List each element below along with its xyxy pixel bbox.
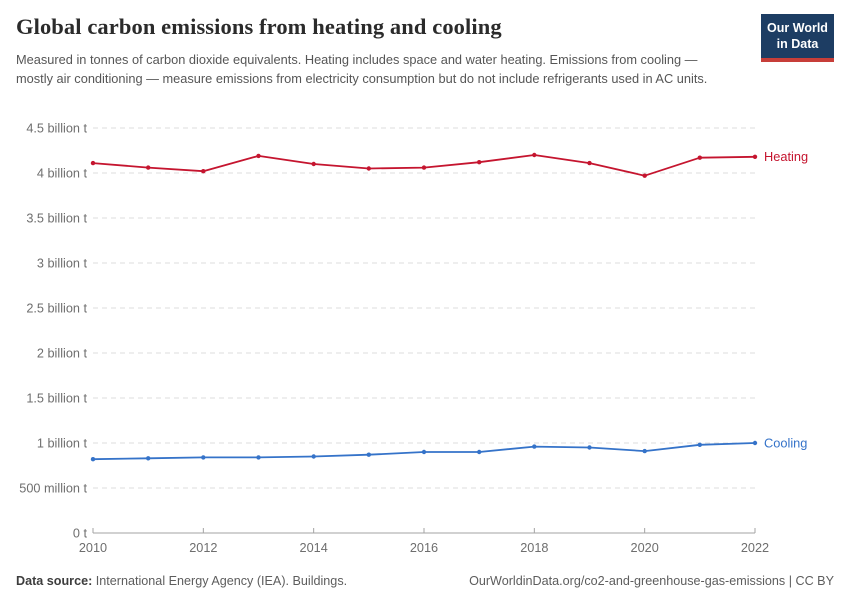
data-point-cooling[interactable] bbox=[752, 440, 758, 446]
y-axis-tick-label: 2.5 billion t bbox=[26, 301, 87, 315]
y-axis-tick-label: 1.5 billion t bbox=[26, 391, 87, 405]
page-title: Global carbon emissions from heating and… bbox=[16, 14, 502, 39]
y-axis-tick-label: 4.5 billion t bbox=[26, 121, 87, 135]
chart-header: Global carbon emissions from heating and… bbox=[16, 14, 834, 89]
data-point-heating[interactable] bbox=[90, 160, 96, 166]
data-point-heating[interactable] bbox=[146, 165, 151, 170]
data-point-cooling[interactable] bbox=[90, 457, 96, 462]
data-point-heating[interactable] bbox=[587, 160, 592, 166]
credit-link[interactable]: OurWorldinData.org/co2-and-greenhouse-ga… bbox=[469, 574, 834, 588]
data-point-heating[interactable] bbox=[366, 166, 371, 171]
data-point-cooling[interactable] bbox=[366, 452, 371, 457]
x-axis-tick-label: 2012 bbox=[189, 541, 217, 555]
data-point-cooling[interactable] bbox=[421, 449, 427, 455]
data-point-cooling[interactable] bbox=[256, 455, 261, 460]
data-point-cooling[interactable] bbox=[587, 445, 592, 450]
data-point-heating[interactable] bbox=[697, 155, 702, 160]
data-point-cooling[interactable] bbox=[311, 454, 316, 459]
data-point-heating[interactable] bbox=[421, 165, 427, 170]
x-axis-tick-label: 2016 bbox=[410, 541, 438, 555]
data-point-heating[interactable] bbox=[256, 153, 261, 159]
y-axis-tick-label: 4 billion t bbox=[37, 166, 88, 180]
data-point-heating[interactable] bbox=[477, 160, 482, 165]
y-axis-tick-label: 1 billion t bbox=[37, 436, 88, 450]
data-point-cooling[interactable] bbox=[146, 456, 151, 461]
data-point-cooling[interactable] bbox=[697, 442, 702, 447]
chart-subtitle: Measured in tonnes of carbon dioxide equ… bbox=[16, 52, 708, 87]
y-axis-tick-label: 500 million t bbox=[19, 481, 87, 495]
data-point-cooling[interactable] bbox=[532, 444, 537, 449]
x-axis-tick-label: 2014 bbox=[300, 541, 328, 555]
x-axis-tick-label: 2018 bbox=[520, 541, 548, 555]
data-point-cooling[interactable] bbox=[201, 455, 206, 460]
owid-logo-line2: in Data bbox=[776, 36, 819, 51]
y-axis-tick-label: 3.5 billion t bbox=[26, 211, 87, 225]
x-axis-tick-label: 2020 bbox=[631, 541, 659, 555]
y-axis-tick-label: 3 billion t bbox=[37, 256, 88, 270]
x-axis-tick-label: 2010 bbox=[79, 541, 107, 555]
data-point-heating[interactable] bbox=[532, 152, 537, 158]
owid-logo-line1: Our World bbox=[767, 21, 828, 35]
series-label-heating[interactable]: Heating bbox=[764, 149, 808, 164]
chart-footer: Data source: International Energy Agency… bbox=[0, 574, 850, 588]
data-source-text: International Energy Agency (IEA). Build… bbox=[92, 574, 348, 588]
series-label-cooling[interactable]: Cooling bbox=[764, 435, 807, 450]
y-axis-tick-label: 2 billion t bbox=[37, 346, 88, 360]
data-source-label: Data source: bbox=[16, 574, 93, 588]
data-point-cooling[interactable] bbox=[642, 448, 647, 454]
data-source: Data source: International Energy Agency… bbox=[16, 574, 347, 588]
data-point-heating[interactable] bbox=[311, 161, 316, 167]
x-axis-tick-label: 2022 bbox=[741, 541, 769, 555]
data-point-heating[interactable] bbox=[201, 169, 206, 174]
owid-logo[interactable]: Our World in Data bbox=[761, 14, 834, 63]
y-axis-tick-label: 0 t bbox=[73, 526, 88, 540]
data-point-heating[interactable] bbox=[752, 154, 758, 159]
data-point-cooling[interactable] bbox=[477, 449, 482, 455]
data-point-heating[interactable] bbox=[642, 173, 647, 178]
